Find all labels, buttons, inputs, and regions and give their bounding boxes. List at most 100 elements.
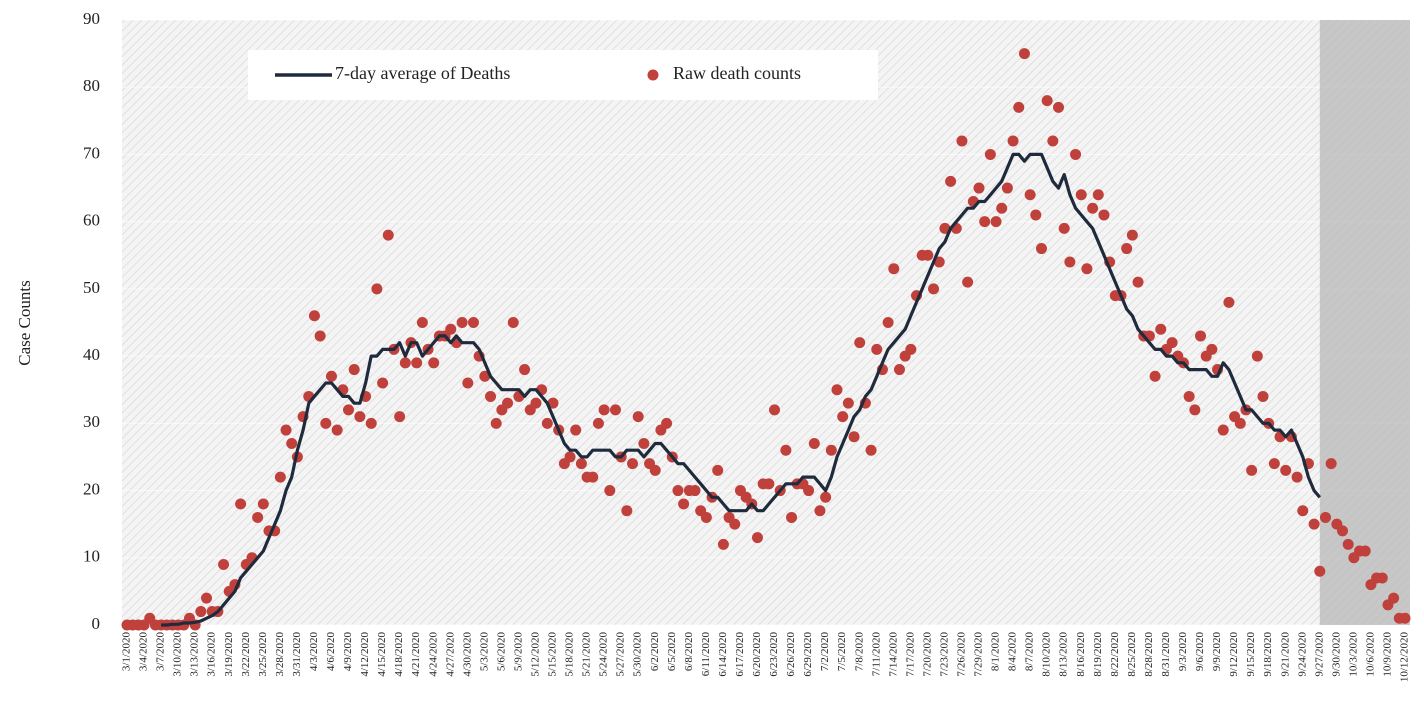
x-tick-label: 6/14/2020 — [717, 632, 729, 677]
data-point — [1018, 48, 1030, 60]
data-point — [712, 464, 724, 476]
data-point — [1098, 209, 1110, 221]
data-point — [1149, 370, 1161, 382]
plot-area — [122, 20, 1410, 625]
data-point — [729, 518, 741, 530]
x-tick-label: 4/3/2020 — [308, 632, 320, 672]
x-tick-label: 4/21/2020 — [410, 632, 422, 677]
x-tick-label: 7/17/2020 — [904, 632, 916, 677]
legend-label: 7-day average of Deaths — [335, 63, 510, 83]
data-point — [201, 592, 213, 604]
data-point — [865, 444, 877, 456]
data-point — [1206, 343, 1218, 355]
x-tick-label: 5/30/2020 — [632, 632, 644, 677]
x-tick-label: 3/19/2020 — [223, 632, 235, 677]
data-point — [1268, 458, 1280, 470]
x-tick-label: 6/29/2020 — [802, 632, 814, 677]
x-tick-label: 6/8/2020 — [683, 632, 695, 672]
data-point — [825, 444, 837, 456]
data-point — [854, 337, 866, 349]
data-point — [377, 377, 389, 389]
y-tick-label: 40 — [83, 345, 100, 364]
legend-label: Raw death counts — [673, 63, 801, 83]
x-tick-label: 3/16/2020 — [206, 632, 218, 677]
data-point — [1189, 404, 1201, 416]
x-tick-label: 7/23/2020 — [938, 632, 950, 677]
data-point — [996, 202, 1008, 214]
data-point — [354, 411, 366, 423]
data-point — [411, 357, 423, 369]
data-point — [1388, 592, 1400, 604]
data-point — [820, 491, 832, 503]
x-tick-label: 5/3/2020 — [478, 632, 490, 672]
x-tick-label: 9/6/2020 — [1194, 632, 1206, 672]
y-tick-label: 30 — [83, 412, 100, 431]
x-tick-label: 9/3/2020 — [1177, 632, 1189, 672]
data-point — [717, 538, 729, 550]
data-point — [479, 370, 491, 382]
y-tick-label: 80 — [83, 76, 100, 95]
data-point — [1308, 518, 1320, 530]
data-point — [1376, 572, 1388, 584]
x-tick-label: 8/7/2020 — [1024, 632, 1036, 672]
data-point — [1081, 263, 1093, 275]
x-tick-label: 4/18/2020 — [393, 632, 405, 677]
y-tick-label: 90 — [83, 9, 100, 28]
data-point — [1092, 189, 1104, 201]
data-point — [871, 343, 883, 355]
data-point — [1217, 424, 1229, 436]
data-point — [308, 310, 320, 322]
x-tick-label: 9/24/2020 — [1296, 632, 1308, 677]
data-point — [928, 283, 940, 295]
data-point — [751, 532, 763, 544]
x-tick-label: 8/13/2020 — [1058, 632, 1070, 677]
data-point — [1399, 612, 1411, 624]
data-point — [893, 364, 905, 376]
x-tick-label: 7/8/2020 — [853, 632, 865, 672]
data-point — [325, 370, 337, 382]
y-tick-label: 70 — [83, 143, 100, 162]
data-point — [1030, 209, 1042, 221]
data-point — [416, 317, 428, 328]
legend-marker — [647, 69, 659, 81]
x-tick-label: 3/10/2020 — [172, 632, 184, 677]
x-tick-label: 5/18/2020 — [564, 632, 576, 677]
x-tick-label: 3/25/2020 — [257, 632, 269, 677]
y-tick-label: 0 — [92, 614, 101, 633]
data-point — [1007, 135, 1019, 147]
data-point — [1325, 458, 1337, 470]
marks — [121, 48, 1411, 631]
x-tick-label: 5/21/2020 — [581, 632, 593, 677]
data-point — [1280, 464, 1292, 476]
x-tick-label: 9/12/2020 — [1228, 632, 1240, 677]
data-point — [1001, 182, 1013, 194]
x-tick-label: 3/22/2020 — [240, 632, 252, 677]
x-tick-label: 3/28/2020 — [274, 632, 286, 677]
data-point — [984, 148, 996, 160]
data-point — [1087, 202, 1099, 214]
x-tick-label: 7/2/2020 — [819, 632, 831, 672]
data-point — [649, 464, 661, 476]
x-tick-label: 4/27/2020 — [444, 632, 456, 677]
data-point — [1013, 101, 1025, 113]
data-point — [1132, 276, 1144, 288]
data-point — [1155, 323, 1167, 335]
data-point — [922, 249, 934, 261]
data-point — [1183, 390, 1195, 402]
data-point — [1223, 296, 1235, 308]
data-point — [462, 377, 474, 389]
data-point — [286, 438, 298, 449]
x-tick-label: 8/28/2020 — [1143, 632, 1155, 677]
y-axis-title: Case Counts — [15, 280, 34, 365]
data-point — [331, 424, 343, 436]
x-tick-label: 4/6/2020 — [325, 632, 337, 672]
data-point — [1234, 417, 1246, 429]
data-point — [399, 357, 411, 369]
x-tick-label: 10/3/2020 — [1347, 632, 1359, 677]
data-point — [1342, 538, 1354, 550]
x-tick-label: 9/18/2020 — [1262, 632, 1274, 677]
data-point — [1297, 505, 1309, 517]
data-point — [1337, 525, 1349, 537]
data-point — [394, 411, 406, 423]
